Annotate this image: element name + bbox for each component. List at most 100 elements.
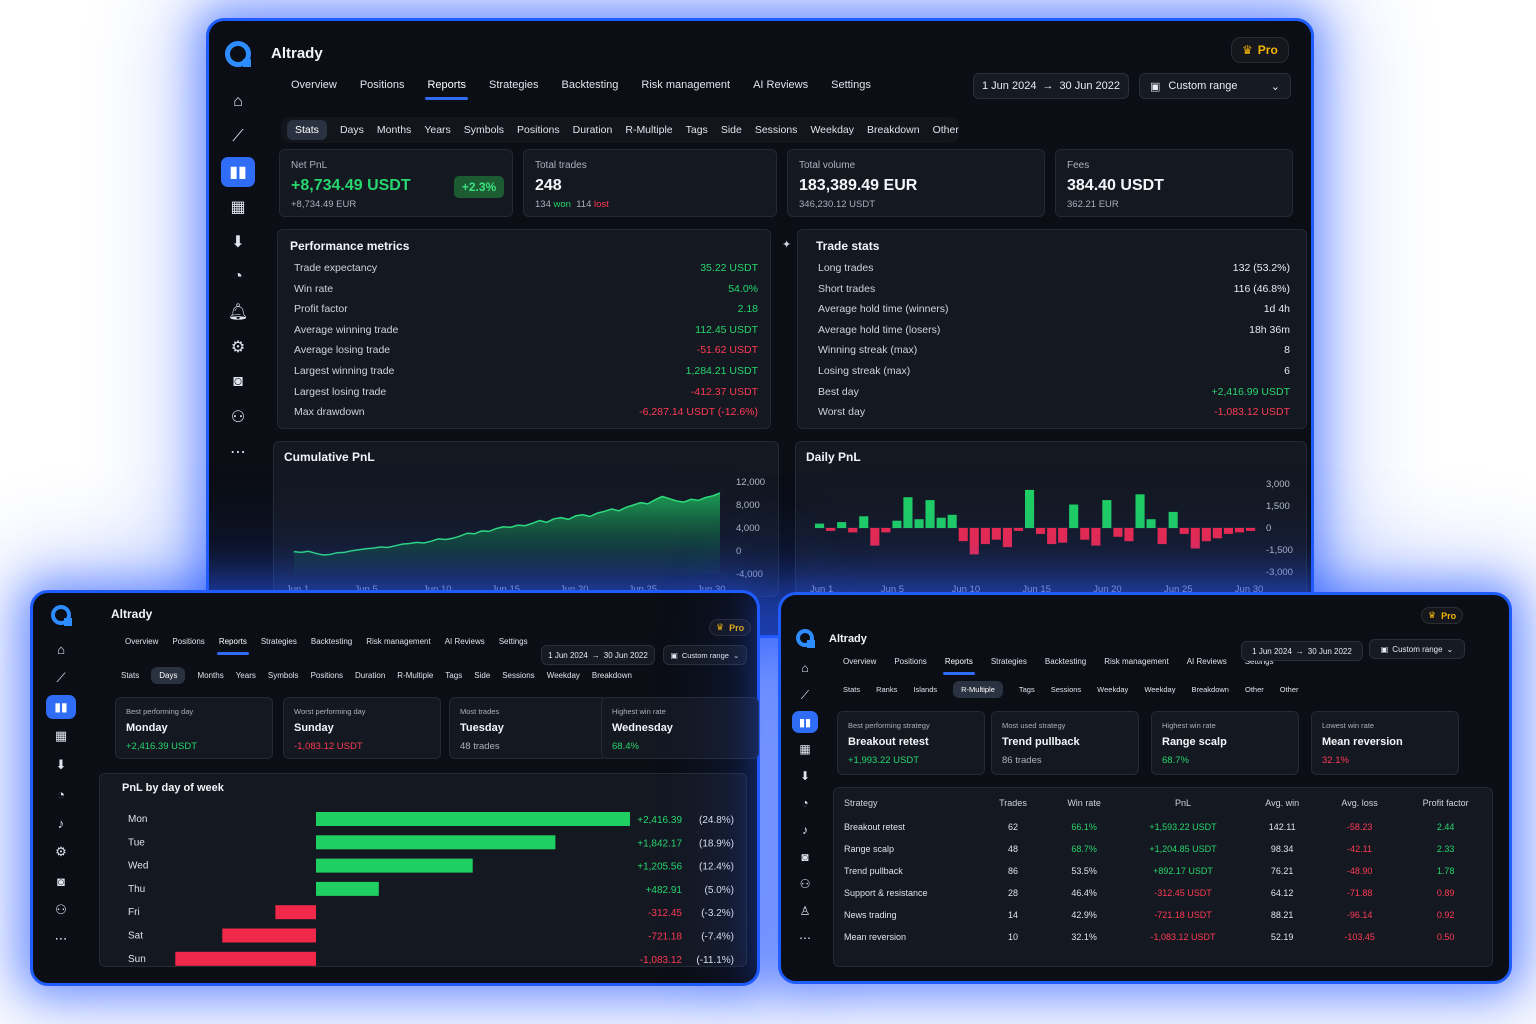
tab-reports[interactable]: Reports — [216, 637, 249, 655]
tab-positions[interactable]: Positions — [894, 657, 927, 666]
tab-r-multiple[interactable]: R-Multiple — [953, 681, 1003, 698]
column-header[interactable]: Profit factor — [1422, 798, 1469, 808]
more-icon[interactable]: ⋯ — [799, 931, 811, 945]
tab-r-multiple[interactable]: R-Multiple — [397, 671, 434, 680]
custom-range-select[interactable]: ▣ Custom range ⌄ — [663, 645, 747, 665]
reports-icon[interactable]: ▮▮ — [221, 157, 255, 187]
more-icon[interactable]: ⋯ — [54, 931, 68, 946]
column-header[interactable]: Avg. loss — [1341, 798, 1378, 808]
tab-settings[interactable]: Settings — [498, 637, 528, 646]
tab-islands[interactable]: Islands — [913, 685, 938, 694]
tab-symbols[interactable]: Symbols — [463, 124, 505, 136]
tab-ai-reviews[interactable]: AI Reviews — [753, 79, 809, 91]
download-icon[interactable]: ⬇ — [231, 234, 245, 251]
custom-range-select[interactable]: ▣ Custom range ⌄ — [1139, 73, 1291, 99]
table-row[interactable]: Range scalp 48 68.7% +1,204.85 USDT 98.34 -42… — [834, 838, 1492, 860]
pie-icon[interactable]: ◔ — [233, 268, 243, 285]
tab-overview[interactable]: Overview — [843, 657, 877, 666]
tab-positions[interactable]: Positions — [172, 637, 205, 646]
tab-weekday[interactable]: Weekday — [810, 124, 855, 136]
camera-icon[interactable]: ◙ — [57, 873, 65, 889]
tab-overview[interactable]: Overview — [291, 79, 337, 91]
tab-stats[interactable]: Stats — [121, 671, 140, 680]
bot-icon[interactable]: ⚇ — [55, 902, 67, 917]
more-icon[interactable]: ⋯ — [230, 444, 246, 461]
tab-strategies[interactable]: Strategies — [990, 657, 1027, 666]
table-row[interactable]: Mean reversion 10 32.1% -1,083.12 USDT 52.19… — [834, 926, 1492, 948]
column-header[interactable]: Win rate — [1067, 798, 1101, 808]
tab-weekday[interactable]: Weekday — [1097, 685, 1129, 694]
tab-years[interactable]: Years — [235, 671, 256, 680]
camera-icon[interactable]: ◙ — [801, 850, 809, 864]
user-icon[interactable]: ♙ — [799, 904, 811, 918]
column-header[interactable]: Trades — [999, 798, 1027, 808]
tab-days[interactable]: Days — [339, 124, 364, 136]
gear-icon[interactable]: ⚙ — [55, 844, 67, 859]
tab-r-multiple[interactable]: R-Multiple — [625, 124, 673, 136]
tab-other[interactable]: Other — [1244, 685, 1264, 694]
tab-backtesting[interactable]: Backtesting — [561, 79, 619, 91]
tab-reports[interactable]: Reports — [942, 657, 975, 675]
pro-badge[interactable]: ♛ Pro — [1421, 607, 1464, 624]
tab-months[interactable]: Months — [376, 124, 412, 136]
tab-ranks[interactable]: Ranks — [876, 685, 898, 694]
tab-sessions[interactable]: Sessions — [502, 671, 535, 680]
date-range[interactable]: 1 Jun 2024 → 30 Jun 2022 — [1241, 641, 1363, 661]
column-header[interactable]: PnL — [1174, 798, 1191, 808]
tab-years[interactable]: Years — [424, 124, 451, 136]
tab-breakdown[interactable]: Breakdown — [591, 671, 632, 680]
tab-backtesting[interactable]: Backtesting — [310, 637, 353, 646]
grid-icon[interactable]: ▦ — [799, 742, 811, 756]
tab-risk-management[interactable]: Risk management — [366, 637, 431, 646]
tab-other[interactable]: Other — [1279, 685, 1299, 694]
tab-tags[interactable]: Tags — [1018, 685, 1035, 694]
trend-icon[interactable]: ⟋ — [232, 128, 244, 145]
tab-duration[interactable]: Duration — [572, 124, 613, 136]
bell-icon[interactable]: 🔔︎ — [227, 304, 249, 321]
tab-days[interactable]: Days — [151, 667, 186, 684]
tab-overview[interactable]: Overview — [125, 637, 159, 646]
date-range[interactable]: 1 Jun 2024 → 30 Jun 2022 — [541, 645, 655, 665]
table-row[interactable]: Support & resistance 28 46.4% -312.45 USDT 6… — [834, 882, 1492, 904]
home-icon[interactable]: ⌂ — [801, 661, 809, 675]
tab-tags[interactable]: Tags — [685, 124, 708, 136]
download-icon[interactable]: ⬇ — [55, 757, 67, 772]
tab-duration[interactable]: Duration — [355, 671, 386, 680]
table-row[interactable]: News trading 14 42.9% -721.18 USDT 88.21 -96.… — [834, 904, 1492, 926]
tab-positions[interactable]: Positions — [359, 79, 405, 91]
table-row[interactable]: Trend pullback 86 53.5% +892.17 USDT 76.21 -4… — [834, 860, 1492, 882]
tab-ai-reviews[interactable]: AI Reviews — [444, 637, 485, 646]
tab-breakdown[interactable]: Breakdown — [867, 124, 920, 136]
tab-stats[interactable]: Stats — [843, 685, 861, 694]
tab-settings[interactable]: Settings — [831, 79, 871, 91]
tab-risk-management[interactable]: Risk management — [1104, 657, 1169, 666]
tab-risk-management[interactable]: Risk management — [641, 79, 731, 91]
tab-side[interactable]: Side — [474, 671, 491, 680]
pro-badge[interactable]: ♛ Pro — [1231, 37, 1289, 63]
bell-icon[interactable]: ♪ — [57, 815, 65, 831]
reports-icon[interactable]: ▮▮ — [46, 695, 76, 719]
tab-backtesting[interactable]: Backtesting — [1044, 657, 1087, 666]
custom-range-select[interactable]: ▣ Custom range ⌄ — [1369, 639, 1465, 659]
home-icon[interactable]: ⌂ — [57, 641, 65, 657]
grid-icon[interactable]: ▦ — [54, 728, 68, 743]
home-icon[interactable]: ⌂ — [233, 93, 243, 110]
tab-ai-reviews[interactable]: AI Reviews — [1186, 657, 1227, 666]
trend-icon[interactable]: ⟋ — [56, 670, 66, 685]
pie-icon[interactable]: ◔ — [801, 796, 809, 810]
date-range[interactable]: 1 Jun 2024 → 30 Jun 2022 — [973, 73, 1129, 99]
column-header[interactable]: Avg. win — [1265, 798, 1300, 808]
tab-months[interactable]: Months — [197, 671, 224, 680]
tab-reports[interactable]: Reports — [425, 79, 468, 100]
tab-side[interactable]: Side — [720, 124, 742, 136]
grid-icon[interactable]: ▦ — [230, 199, 246, 216]
tab-stats[interactable]: Stats — [287, 120, 327, 140]
tab-settings[interactable]: Settings — [1244, 657, 1274, 666]
tab-sessions[interactable]: Sessions — [754, 124, 798, 136]
download-icon[interactable]: ⬇ — [799, 769, 811, 783]
tab-strategies[interactable]: Strategies — [489, 79, 539, 91]
bot-icon[interactable]: ⚇ — [230, 409, 246, 426]
tab-positions[interactable]: Positions — [517, 124, 560, 136]
gear-icon[interactable]: ⚙ — [230, 339, 246, 356]
tab-other[interactable]: Other — [932, 124, 959, 136]
